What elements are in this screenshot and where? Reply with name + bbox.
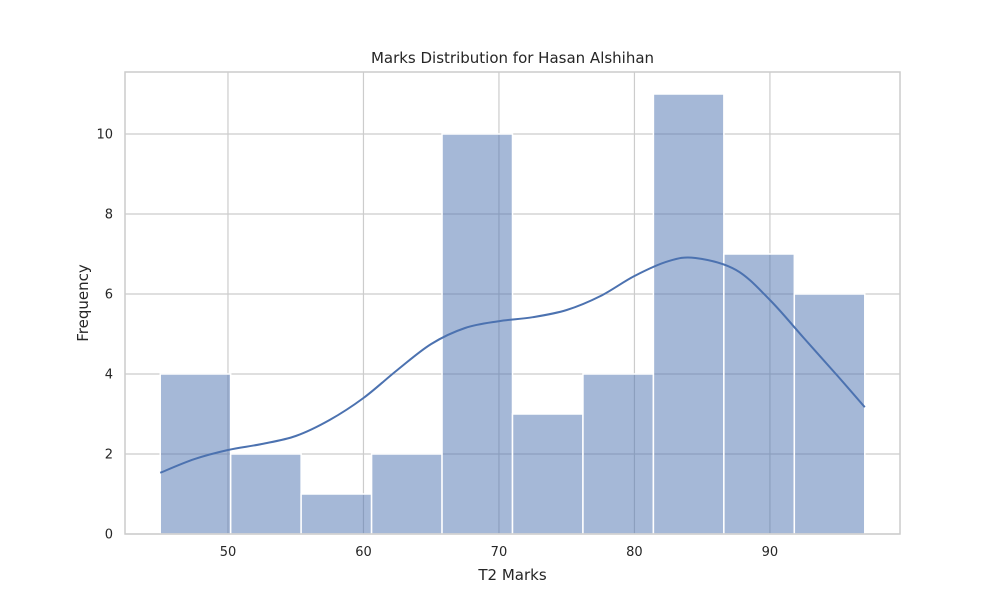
x-tick-label: 50 [220, 545, 237, 560]
kde-curve [159, 256, 866, 474]
histogram-bar [652, 93, 725, 535]
y-tick-label: 2 [105, 448, 113, 463]
histogram-bar [793, 293, 866, 535]
y-tick-label: 8 [105, 208, 113, 223]
chart-title: Marks Distribution for Hasan Alshihan [371, 49, 654, 67]
histogram-bar [370, 453, 443, 535]
x-tick-label: 60 [355, 545, 372, 560]
histogram-bar [441, 133, 514, 535]
histogram-bar [582, 373, 655, 535]
y-tick-label: 10 [96, 128, 113, 143]
y-tick-label: 4 [105, 368, 113, 383]
x-axis-ticks: 50 60 70 80 90 [220, 545, 779, 560]
histogram-bar [511, 413, 584, 535]
histogram-bars [159, 93, 866, 535]
histogram-bar [300, 493, 373, 535]
x-tick-label: 90 [762, 545, 779, 560]
x-tick-label: 70 [491, 545, 508, 560]
plot-frame [124, 71, 901, 535]
x-tick-label: 80 [626, 545, 643, 560]
y-axis-label: Frequency [74, 264, 92, 342]
x-axis-label: T2 Marks [477, 566, 546, 584]
histogram-bar [723, 253, 796, 535]
y-tick-label: 0 [105, 528, 113, 543]
y-axis-ticks: 0 2 4 6 8 10 [96, 128, 113, 543]
histogram-bar [159, 373, 232, 535]
histogram-bar [229, 453, 302, 535]
y-tick-label: 6 [105, 288, 113, 303]
